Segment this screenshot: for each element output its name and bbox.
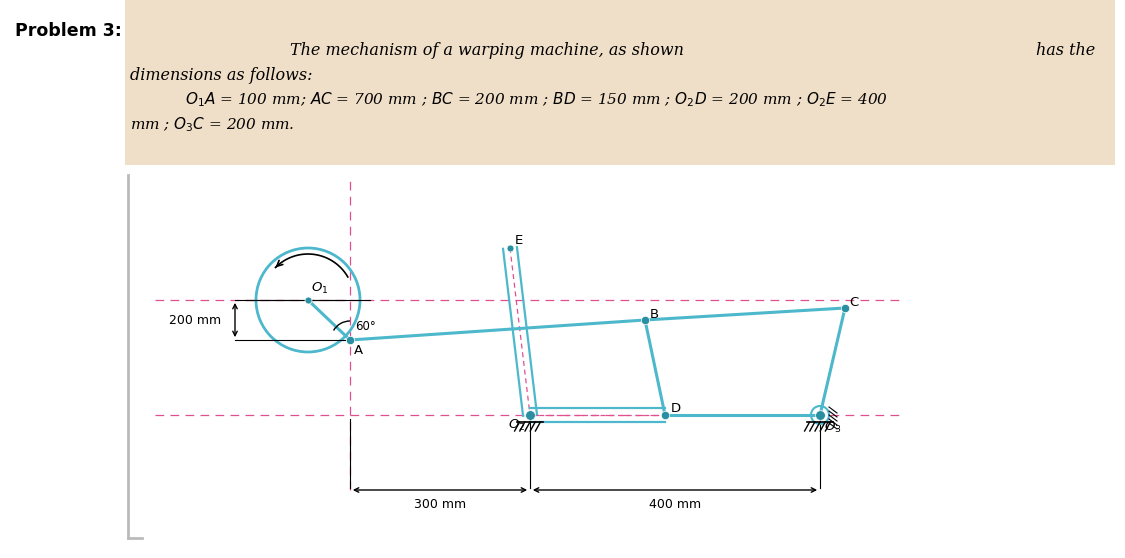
Text: has the: has the [1036,42,1095,59]
Text: 300 mm: 300 mm [414,498,466,511]
Text: E: E [515,234,523,247]
Text: mm ; $O_3C$ = 200 mm.: mm ; $O_3C$ = 200 mm. [130,115,295,134]
Text: A: A [354,344,363,357]
Text: C: C [849,296,858,309]
Text: D: D [670,402,681,415]
Text: B: B [650,308,659,321]
Text: dimensions as follows:: dimensions as follows: [130,67,313,84]
Text: Problem 3:: Problem 3: [15,22,122,40]
Text: $O_1$: $O_1$ [310,281,328,296]
Text: 60°: 60° [356,320,376,333]
Text: The mechanism of a warping machine, as shown: The mechanism of a warping machine, as s… [290,42,684,59]
Text: $O_3$: $O_3$ [824,420,842,435]
Text: 400 mm: 400 mm [649,498,701,511]
Text: $O_1A$ = 100 mm; $AC$ = 700 mm ; $BC$ = 200 mm ; $BD$ = 150 mm ; $O_2D$ = 200 mm: $O_1A$ = 100 mm; $AC$ = 700 mm ; $BC$ = … [184,90,888,109]
Text: $O_2$: $O_2$ [508,418,525,433]
Bar [125,0,1115,165]
Text: 200 mm: 200 mm [169,314,220,326]
